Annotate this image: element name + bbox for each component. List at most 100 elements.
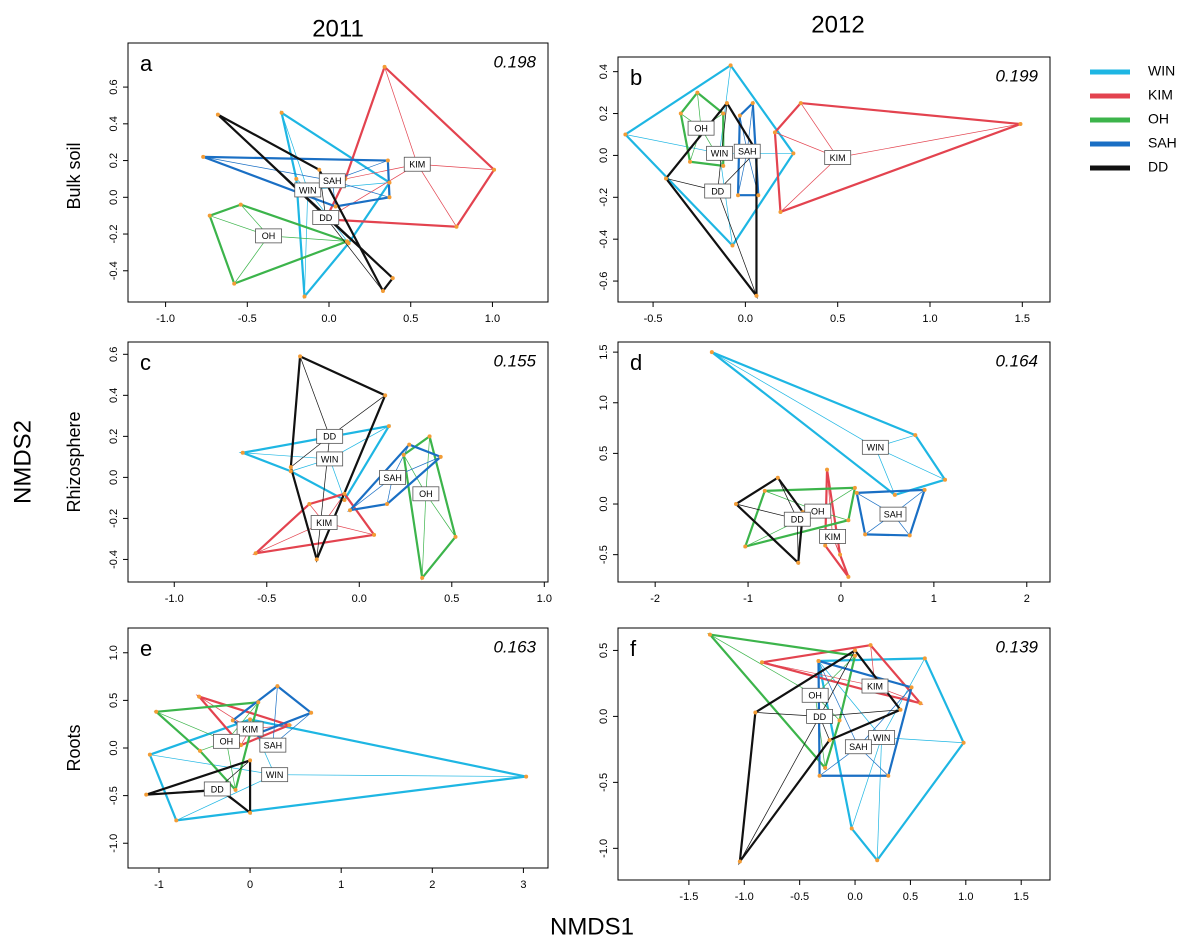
centroid-label: OH bbox=[220, 737, 234, 747]
point bbox=[733, 502, 738, 507]
centroid-label: DD bbox=[791, 515, 804, 525]
point bbox=[385, 502, 390, 507]
x-tick-label: 0.0 bbox=[321, 313, 336, 325]
point bbox=[743, 544, 748, 549]
spider-line bbox=[851, 737, 882, 829]
x-tick-label: 0.5 bbox=[830, 313, 845, 325]
point bbox=[407, 442, 412, 447]
centroid-box bbox=[819, 529, 847, 544]
centroid-label: OH bbox=[262, 231, 276, 241]
stress-value: 0.199 bbox=[995, 66, 1038, 85]
x-tick-label: -1 bbox=[154, 879, 164, 891]
spider-line bbox=[272, 686, 278, 746]
x-tick-label: -0.5 bbox=[644, 313, 663, 325]
hull bbox=[324, 64, 496, 228]
centroid-box bbox=[861, 678, 889, 694]
spider-line bbox=[242, 452, 330, 460]
x-tick-label: 1.5 bbox=[1015, 313, 1030, 325]
x-tick-label: 1.5 bbox=[1014, 891, 1029, 903]
centroid-box bbox=[379, 469, 406, 485]
point bbox=[232, 281, 237, 286]
hull bbox=[402, 434, 457, 581]
centroid-label: DD bbox=[711, 186, 724, 196]
centroid-label: WIN bbox=[266, 770, 284, 780]
centroid-label: KIM bbox=[409, 160, 425, 170]
x-tick-label: 1.0 bbox=[485, 313, 500, 325]
centroid-label: KIM bbox=[825, 532, 841, 542]
point bbox=[837, 718, 842, 723]
spider-line bbox=[876, 737, 882, 861]
point bbox=[913, 433, 918, 438]
point bbox=[721, 111, 726, 116]
point bbox=[823, 543, 828, 548]
point bbox=[775, 475, 780, 480]
y-tick-label: 0.5 bbox=[598, 446, 610, 461]
centroid-box bbox=[806, 708, 833, 724]
hull bbox=[738, 648, 903, 866]
y-axis-title: NMDS2 bbox=[9, 420, 36, 504]
point bbox=[317, 167, 322, 172]
point bbox=[372, 532, 377, 537]
spider-line bbox=[281, 112, 309, 191]
x-tick-label: 3 bbox=[520, 879, 526, 891]
spider-line bbox=[819, 650, 856, 717]
point bbox=[401, 452, 406, 457]
hull bbox=[679, 91, 725, 168]
point bbox=[314, 557, 319, 562]
point bbox=[854, 490, 859, 495]
point bbox=[342, 491, 347, 496]
point bbox=[197, 748, 202, 753]
point bbox=[922, 656, 927, 661]
column-title: 2012 bbox=[811, 11, 864, 38]
plot-frame bbox=[617, 341, 1051, 583]
y-tick-label: -0.4 bbox=[108, 550, 120, 569]
x-tick-label: 1.0 bbox=[958, 891, 973, 903]
plot-frame bbox=[127, 627, 549, 869]
y-tick-label: 0.4 bbox=[108, 116, 120, 131]
spider-line bbox=[425, 436, 430, 494]
hull bbox=[707, 633, 857, 771]
point bbox=[772, 130, 777, 135]
row-title: Roots bbox=[64, 724, 84, 771]
point bbox=[943, 477, 948, 482]
point bbox=[307, 502, 312, 507]
spider-line bbox=[325, 217, 384, 292]
spider-line bbox=[416, 164, 457, 227]
plot-frame bbox=[127, 341, 549, 583]
y-tick-label: 0.6 bbox=[108, 79, 120, 94]
spider-line bbox=[233, 235, 269, 284]
point bbox=[678, 111, 683, 116]
point bbox=[825, 467, 830, 472]
point bbox=[342, 497, 347, 502]
x-tick-label: -0.5 bbox=[238, 313, 257, 325]
panel-letter: e bbox=[140, 636, 152, 661]
point bbox=[1018, 122, 1023, 127]
centroid-label: SAH bbox=[323, 176, 342, 186]
spider-line bbox=[307, 182, 390, 191]
y-tick-label: -0.2 bbox=[108, 509, 120, 528]
centroid-box bbox=[783, 511, 811, 527]
stress-value: 0.163 bbox=[493, 637, 536, 656]
centroid-box bbox=[203, 781, 231, 797]
point bbox=[750, 101, 755, 106]
y-tick-label: -0.5 bbox=[598, 773, 610, 792]
point bbox=[817, 773, 822, 778]
spider-line bbox=[304, 189, 309, 297]
centroid-box bbox=[294, 182, 322, 198]
spider-line bbox=[881, 658, 926, 738]
y-tick-label: 0.0 bbox=[598, 148, 610, 163]
point bbox=[248, 758, 253, 763]
y-tick-label: -0.2 bbox=[598, 188, 610, 207]
x-tick-label: -1 bbox=[743, 593, 753, 605]
column-title: 2011 bbox=[312, 15, 364, 42]
panel-letter: f bbox=[630, 636, 637, 661]
point bbox=[961, 740, 966, 745]
centroid-label: SAH bbox=[884, 510, 903, 520]
centroid-box bbox=[261, 767, 289, 783]
y-tick-label: 0.2 bbox=[108, 153, 120, 168]
centroid-label: WIN bbox=[873, 733, 891, 743]
centroid-label: WIN bbox=[867, 443, 885, 453]
y-tick-label: -0.6 bbox=[598, 272, 610, 291]
spider-line bbox=[384, 66, 418, 165]
